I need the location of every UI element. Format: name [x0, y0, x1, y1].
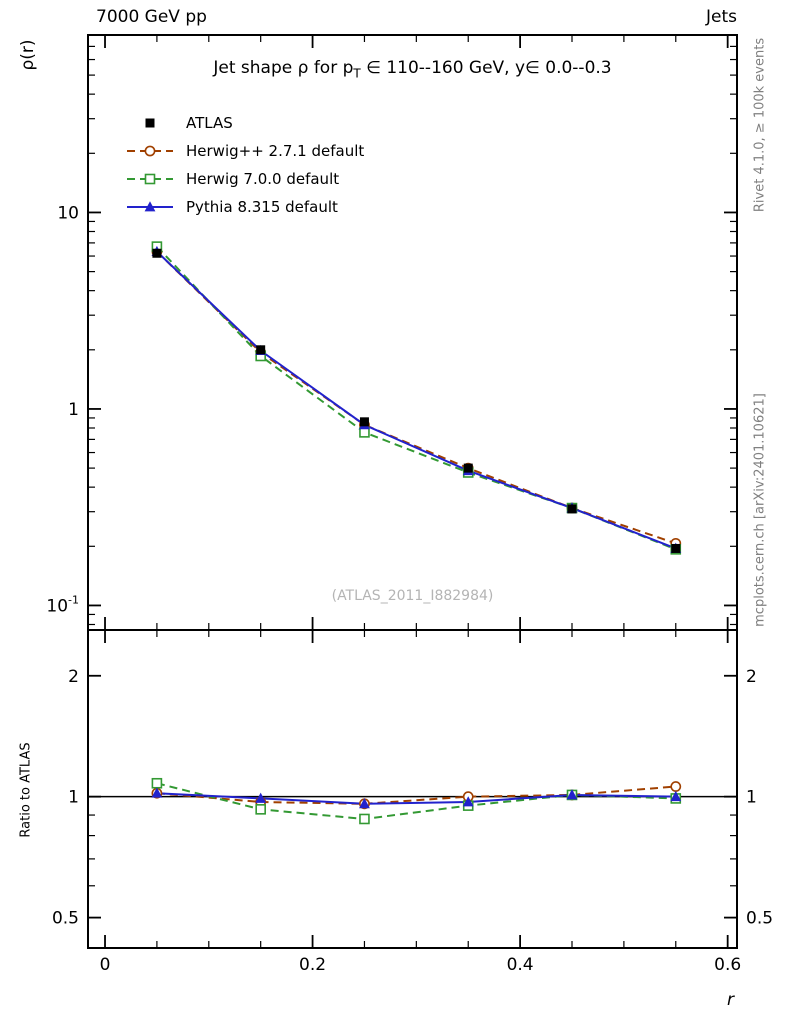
main-y-axis-label: ρ(r)	[18, 39, 38, 71]
beam-info-label: 7000 GeV pp	[96, 7, 207, 27]
svg-text:0.6: 0.6	[714, 955, 741, 975]
svg-text:2: 2	[746, 667, 757, 687]
pythia-legend-marker-icon	[127, 201, 173, 212]
svg-text:1: 1	[68, 400, 79, 420]
rivet-version-label: Rivet 4.1.0, ≥ 100k events	[752, 37, 768, 213]
analysis-id-watermark: (ATLAS_2011_I882984)	[331, 588, 494, 604]
svg-text:10: 10	[57, 203, 79, 223]
herwig7-legend-marker-icon	[127, 173, 173, 185]
atlas-legend-marker-icon	[145, 118, 155, 128]
legend-item-atlas: ATLAS	[126, 109, 364, 137]
svg-text:0: 0	[100, 955, 111, 975]
legend-label-herwigpp: Herwig++ 2.7.1 default	[186, 142, 365, 160]
legend-item-herwigpp: Herwig++ 2.7.1 default	[126, 137, 364, 165]
mcplots-credit-label: mcplots.cern.ch [arXiv:2401.10621]	[752, 393, 768, 627]
svg-text:0.5: 0.5	[746, 909, 773, 929]
x-axis-label: r	[727, 990, 734, 1010]
ratio-y-axis-label: Ratio to ATLAS	[18, 742, 34, 838]
legend-item-pythia: Pythia 8.315 default	[126, 193, 364, 221]
legend-label-atlas: ATLAS	[186, 114, 233, 132]
svg-text:2: 2	[68, 667, 79, 687]
plot-title: Jet shape ρ for pT ∈ 110--160 GeV, y∈ 0.…	[88, 58, 737, 80]
legend: ATLAS Herwig++ 2.7.1 default Herwig 7.0.…	[126, 109, 364, 221]
legend-label-herwig7: Herwig 7.0.0 default	[186, 170, 340, 188]
legend-label-pythia: Pythia 8.315 default	[186, 198, 338, 216]
svg-text:10-1: 10-1	[46, 593, 79, 616]
legend-item-herwig7: Herwig 7.0.0 default	[126, 165, 364, 193]
herwigpp-legend-marker-icon	[127, 145, 173, 157]
plot-title-post: ∈ 110--160 GeV, y∈ 0.0--0.3	[360, 58, 612, 78]
plot-title-pre: Jet shape ρ for p	[213, 58, 354, 78]
plot-title-sub: T	[353, 66, 361, 81]
svg-text:0.2: 0.2	[299, 955, 326, 975]
svg-text:1: 1	[68, 788, 79, 808]
svg-text:0.4: 0.4	[507, 955, 534, 975]
svg-text:0.5: 0.5	[52, 909, 79, 929]
analysis-group-label: Jets	[706, 7, 737, 27]
svg-text:1: 1	[746, 788, 757, 808]
